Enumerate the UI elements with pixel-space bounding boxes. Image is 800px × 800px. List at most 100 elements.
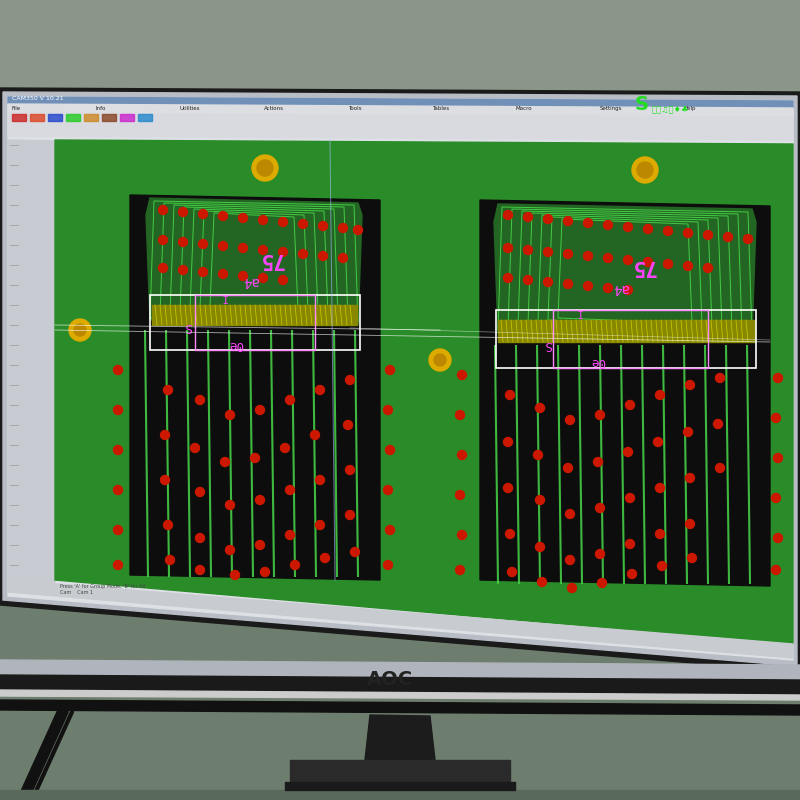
Circle shape (626, 539, 634, 549)
Circle shape (566, 510, 574, 518)
Circle shape (771, 414, 781, 422)
Circle shape (252, 155, 278, 181)
Bar (48, 114, 62, 121)
Circle shape (595, 550, 605, 558)
Circle shape (69, 319, 91, 341)
Text: Info: Info (96, 106, 106, 111)
Circle shape (503, 210, 513, 219)
Polygon shape (0, 700, 800, 715)
Text: Utilities: Utilities (180, 106, 201, 111)
Text: File: File (12, 106, 21, 111)
Circle shape (386, 366, 394, 374)
Circle shape (563, 250, 573, 258)
Circle shape (386, 526, 394, 534)
Text: 75: 75 (258, 249, 283, 269)
Circle shape (161, 475, 170, 485)
Circle shape (663, 226, 673, 235)
Circle shape (655, 483, 665, 493)
Polygon shape (8, 140, 55, 590)
Circle shape (523, 275, 533, 285)
Circle shape (771, 566, 781, 574)
Circle shape (598, 578, 606, 587)
Circle shape (506, 530, 514, 538)
Circle shape (190, 443, 199, 453)
Circle shape (198, 210, 207, 218)
Circle shape (278, 275, 287, 285)
Circle shape (503, 243, 513, 253)
Circle shape (290, 561, 299, 570)
Text: 0e: 0e (228, 338, 243, 351)
Circle shape (455, 490, 465, 499)
Circle shape (198, 239, 207, 249)
Text: Cam    Cam 1: Cam Cam 1 (60, 590, 93, 595)
Circle shape (686, 474, 694, 482)
Circle shape (258, 246, 267, 254)
Polygon shape (8, 104, 793, 117)
Circle shape (683, 427, 693, 437)
Polygon shape (130, 195, 380, 580)
Circle shape (683, 262, 693, 270)
Circle shape (655, 390, 665, 399)
Circle shape (583, 218, 593, 227)
Text: a4: a4 (612, 281, 629, 295)
Circle shape (161, 430, 170, 439)
Circle shape (163, 521, 173, 530)
Polygon shape (8, 122, 793, 134)
Circle shape (723, 233, 733, 242)
Circle shape (321, 554, 330, 562)
Polygon shape (0, 690, 800, 700)
Circle shape (318, 222, 327, 230)
Bar (138, 114, 152, 121)
Circle shape (603, 254, 613, 262)
Polygon shape (8, 113, 793, 126)
Circle shape (543, 247, 553, 257)
Circle shape (346, 466, 354, 474)
Text: S: S (185, 320, 193, 333)
Text: Tools: Tools (348, 106, 362, 111)
Polygon shape (55, 140, 793, 644)
Circle shape (195, 534, 205, 542)
Polygon shape (0, 660, 800, 680)
Text: AOC: AOC (367, 670, 413, 689)
Circle shape (654, 438, 662, 446)
Circle shape (458, 450, 466, 459)
Circle shape (503, 438, 513, 446)
Circle shape (238, 243, 247, 253)
Circle shape (538, 578, 546, 586)
Circle shape (655, 530, 665, 538)
Text: 75: 75 (630, 256, 655, 276)
Circle shape (318, 251, 327, 261)
Bar (0, 500, 800, 800)
Circle shape (298, 219, 307, 229)
Circle shape (114, 446, 122, 454)
Bar (120, 114, 134, 121)
Circle shape (298, 250, 307, 258)
Polygon shape (365, 715, 435, 760)
Circle shape (343, 421, 353, 430)
Circle shape (687, 554, 697, 562)
Circle shape (238, 214, 247, 222)
Text: Tables: Tables (432, 106, 449, 111)
Circle shape (523, 213, 533, 222)
Circle shape (221, 458, 230, 466)
Circle shape (158, 235, 167, 245)
Bar (152, 305, 357, 325)
Circle shape (543, 214, 553, 223)
Circle shape (278, 218, 287, 226)
Circle shape (771, 494, 781, 502)
Circle shape (255, 406, 265, 414)
Circle shape (281, 443, 290, 453)
Circle shape (637, 162, 653, 178)
Circle shape (623, 447, 633, 457)
Polygon shape (0, 88, 800, 672)
Circle shape (535, 542, 545, 551)
Circle shape (429, 349, 451, 371)
Circle shape (774, 534, 782, 542)
Circle shape (255, 495, 265, 505)
Circle shape (74, 324, 86, 336)
Circle shape (218, 242, 227, 250)
Bar (12, 114, 26, 121)
Text: I: I (220, 292, 226, 302)
Circle shape (114, 406, 122, 414)
Circle shape (567, 583, 577, 593)
